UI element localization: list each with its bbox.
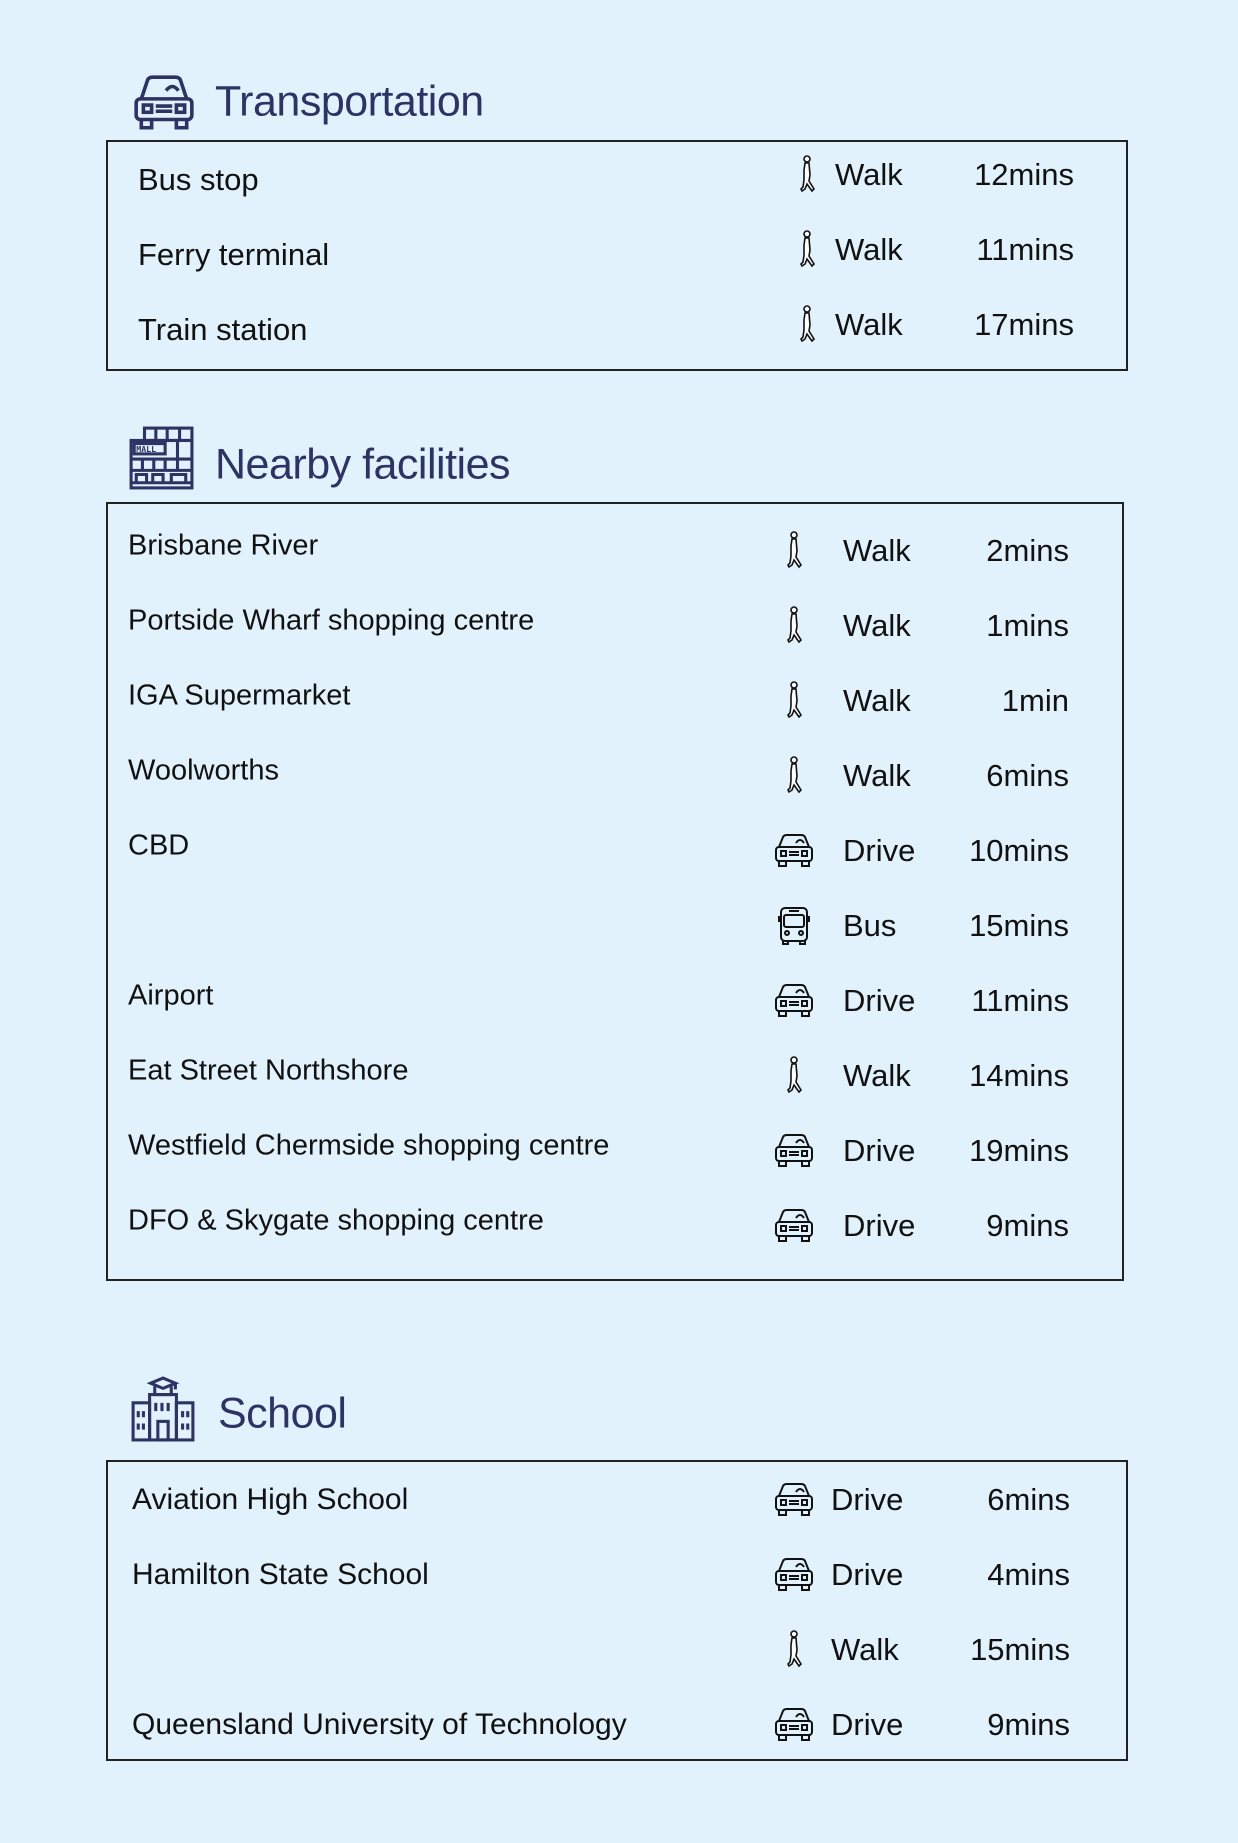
travel-mode: Drive	[843, 832, 916, 868]
car-icon	[772, 1206, 816, 1246]
place-name: Bus stop	[138, 161, 259, 197]
walk-icon	[772, 1055, 816, 1096]
place-name: Hamilton State School	[132, 1557, 429, 1591]
car-icon	[772, 831, 816, 871]
table-row: Brisbane River Walk 2mins	[108, 513, 1122, 588]
school-icon	[131, 1376, 195, 1442]
place-name: IGA Supermarket	[128, 679, 351, 711]
travel-time: 9mins	[986, 1207, 1069, 1243]
travel-time: 14mins	[969, 1057, 1069, 1093]
bus-icon	[772, 906, 816, 946]
car-icon	[772, 1705, 816, 1745]
travel-mode: Walk	[843, 757, 911, 793]
school-table: Aviation High School Drive 6mins Hamilton S…	[106, 1460, 1128, 1761]
travel-time: 15mins	[969, 907, 1069, 943]
travel-mode: Drive	[831, 1556, 904, 1592]
travel-mode: Walk	[835, 156, 903, 192]
travel-time: 17mins	[974, 306, 1074, 342]
table-row: Airport Drive 11mins	[108, 963, 1122, 1038]
travel-mode: Drive	[843, 1132, 916, 1168]
place-name: Train station	[138, 311, 308, 347]
walk-icon	[772, 530, 816, 571]
nearby-facilities-table: Brisbane River Walk 2mins Portside Wharf sh…	[106, 502, 1124, 1281]
place-name: Woolworths	[128, 754, 279, 786]
table-row: Ferry terminal Walk 11mins	[108, 217, 1126, 292]
walk-icon	[785, 229, 829, 270]
place-name: CBD	[128, 829, 190, 861]
travel-time: 15mins	[970, 1631, 1070, 1667]
table-row: Train station Walk 17mins	[108, 292, 1126, 367]
travel-time: 19mins	[969, 1132, 1069, 1168]
car-icon	[772, 1480, 816, 1520]
place-name: Ferry terminal	[138, 236, 330, 272]
table-row: Woolworths Walk 6mins	[108, 738, 1122, 813]
table-row: Westfield Chermside shopping centre Drive…	[108, 1113, 1122, 1188]
place-name: Brisbane River	[128, 529, 319, 561]
travel-mode: Walk	[835, 306, 903, 342]
table-row: Bus 15mins	[108, 888, 1122, 963]
table-row: Portside Wharf shopping centre Walk 1mins	[108, 588, 1122, 663]
travel-time: 12mins	[974, 156, 1074, 192]
travel-mode: Walk	[835, 231, 903, 267]
travel-time: 6mins	[987, 1481, 1070, 1517]
table-row: Eat Street Northshore Walk 14mins	[108, 1038, 1122, 1113]
travel-time: 1min	[1001, 682, 1069, 718]
walk-icon	[785, 154, 829, 195]
walk-icon	[772, 605, 816, 646]
travel-mode: Walk	[843, 682, 911, 718]
travel-mode: Drive	[843, 982, 916, 1018]
place-name: Eat Street Northshore	[128, 1054, 409, 1086]
travel-time: 9mins	[987, 1706, 1070, 1742]
travel-mode: Drive	[831, 1706, 904, 1742]
travel-mode: Walk	[843, 607, 911, 643]
table-row: Walk 15mins	[108, 1612, 1126, 1687]
travel-time: 2mins	[986, 532, 1069, 568]
table-row: Hamilton State School Drive 4mins	[108, 1537, 1126, 1612]
car-icon	[772, 1555, 816, 1595]
section-title-school: School	[218, 1389, 347, 1438]
travel-mode: Drive	[831, 1481, 904, 1517]
transportation-table: Bus stop Walk 12mins Ferry terminal Walk 11mi…	[106, 140, 1128, 371]
car-icon	[772, 981, 816, 1021]
table-row: DFO & Skygate shopping centre Drive 9mins	[108, 1188, 1122, 1263]
svg-text:MALL: MALL	[136, 444, 156, 454]
travel-mode: Drive	[843, 1207, 916, 1243]
travel-mode: Bus	[843, 907, 897, 943]
car-icon	[772, 1131, 816, 1171]
travel-mode: Walk	[843, 1057, 911, 1093]
walk-icon	[772, 1629, 816, 1670]
car-icon	[134, 75, 194, 130]
place-name: DFO & Skygate shopping centre	[128, 1204, 544, 1236]
travel-time: 6mins	[986, 757, 1069, 793]
table-row: Queensland University of Technology Drive…	[108, 1687, 1126, 1762]
walk-icon	[772, 680, 816, 721]
travel-mode: Walk	[843, 532, 911, 568]
travel-time: 11mins	[976, 231, 1074, 267]
mall-icon: MALL	[129, 426, 194, 490]
place-name: Westfield Chermside shopping centre	[128, 1129, 610, 1161]
travel-mode: Walk	[831, 1631, 899, 1667]
place-name: Queensland University of Technology	[132, 1707, 627, 1741]
travel-time: 10mins	[969, 832, 1069, 868]
walk-icon	[785, 304, 829, 345]
table-row: Aviation High School Drive 6mins	[108, 1462, 1126, 1537]
table-row: IGA Supermarket Walk 1min	[108, 663, 1122, 738]
travel-time: 11mins	[971, 982, 1069, 1018]
section-title-nearby-facilities: Nearby facilities	[215, 440, 511, 489]
place-name: Portside Wharf shopping centre	[128, 604, 535, 636]
travel-time: 4mins	[987, 1556, 1070, 1592]
table-row: CBD Drive 10mins	[108, 813, 1122, 888]
travel-time: 1mins	[986, 607, 1069, 643]
section-title-transportation: Transportation	[215, 77, 484, 126]
walk-icon	[772, 755, 816, 796]
table-row: Bus stop Walk 12mins	[108, 142, 1126, 217]
place-name: Aviation High School	[132, 1482, 409, 1516]
place-name: Airport	[128, 979, 214, 1011]
